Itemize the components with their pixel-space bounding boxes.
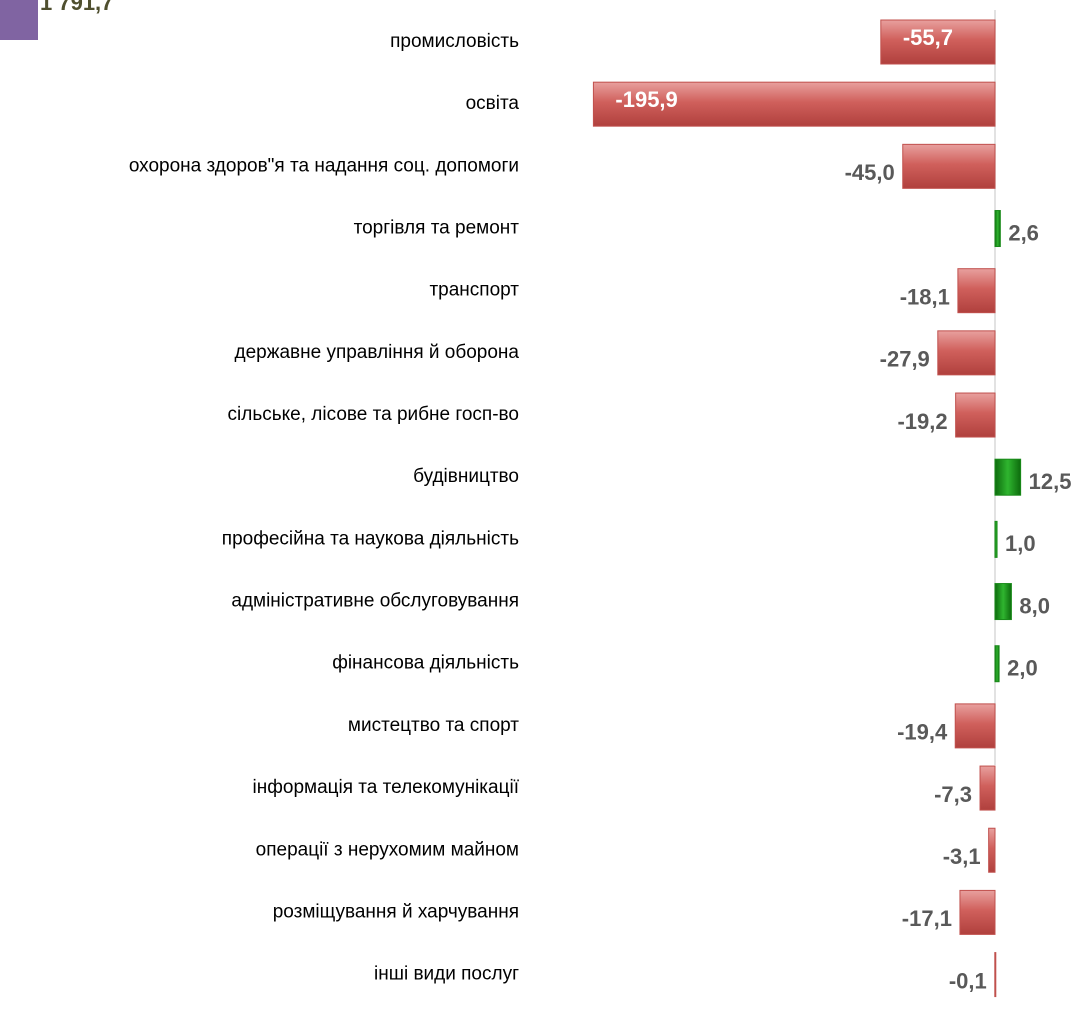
value-label: 8,0	[1019, 593, 1050, 618]
category-label: мистецтво та спорт	[348, 715, 519, 736]
category-label: професійна та наукова діяльність	[222, 528, 519, 549]
value-label: 2,0	[1007, 656, 1038, 681]
bar	[979, 765, 996, 811]
annotation-box	[0, 0, 38, 40]
bar	[988, 827, 996, 873]
category-label: охорона здоров"я та надання соц. допомог…	[129, 155, 519, 176]
category-label: державне управління й оборона	[235, 342, 520, 363]
category-label: транспорт	[429, 280, 519, 301]
bar	[957, 268, 996, 314]
value-label: -17,1	[902, 906, 952, 931]
category-label: будівництво	[413, 466, 519, 487]
value-label: -18,1	[900, 285, 950, 310]
value-label: 12,5	[1029, 469, 1072, 494]
category-label: операції з нерухомим майном	[256, 839, 519, 860]
value-label: -7,3	[934, 782, 972, 807]
bar	[959, 889, 996, 935]
bar	[994, 458, 1022, 496]
value-label: -195,9	[615, 87, 677, 112]
category-label: фінансова діяльність	[332, 653, 519, 674]
bar	[592, 81, 996, 127]
value-label: 2,6	[1008, 220, 1039, 245]
category-label: адміністративне обслуговування	[231, 591, 519, 612]
bar	[937, 330, 996, 376]
value-label: -55,7	[903, 25, 953, 50]
category-label: інформація та телекомунікації	[253, 777, 520, 798]
bar	[994, 583, 1012, 621]
bar	[994, 645, 1000, 683]
category-label: освіта	[466, 93, 520, 114]
category-label: сільське, лісове та рибне госп-во	[228, 404, 519, 425]
value-label: -3,1	[943, 844, 981, 869]
value-label: -27,9	[880, 347, 930, 372]
value-label: -19,2	[897, 409, 947, 434]
bar	[902, 143, 996, 189]
category-label: розміщування й харчування	[273, 901, 519, 922]
annotation: 1 791,7	[40, 0, 113, 15]
bar	[994, 210, 1001, 248]
bar	[955, 392, 996, 438]
category-label: інші види послуг	[374, 964, 519, 985]
bar	[994, 952, 997, 998]
bar	[994, 520, 998, 558]
category-label: промисловість	[390, 31, 519, 52]
value-label: -45,0	[845, 160, 895, 185]
bar	[880, 19, 996, 65]
value-label: 1,0	[1005, 531, 1036, 556]
bar	[954, 703, 996, 749]
category-label: торгівля та ремонт	[354, 218, 520, 239]
value-label: -19,4	[897, 720, 948, 745]
value-label: -0,1	[949, 968, 987, 993]
